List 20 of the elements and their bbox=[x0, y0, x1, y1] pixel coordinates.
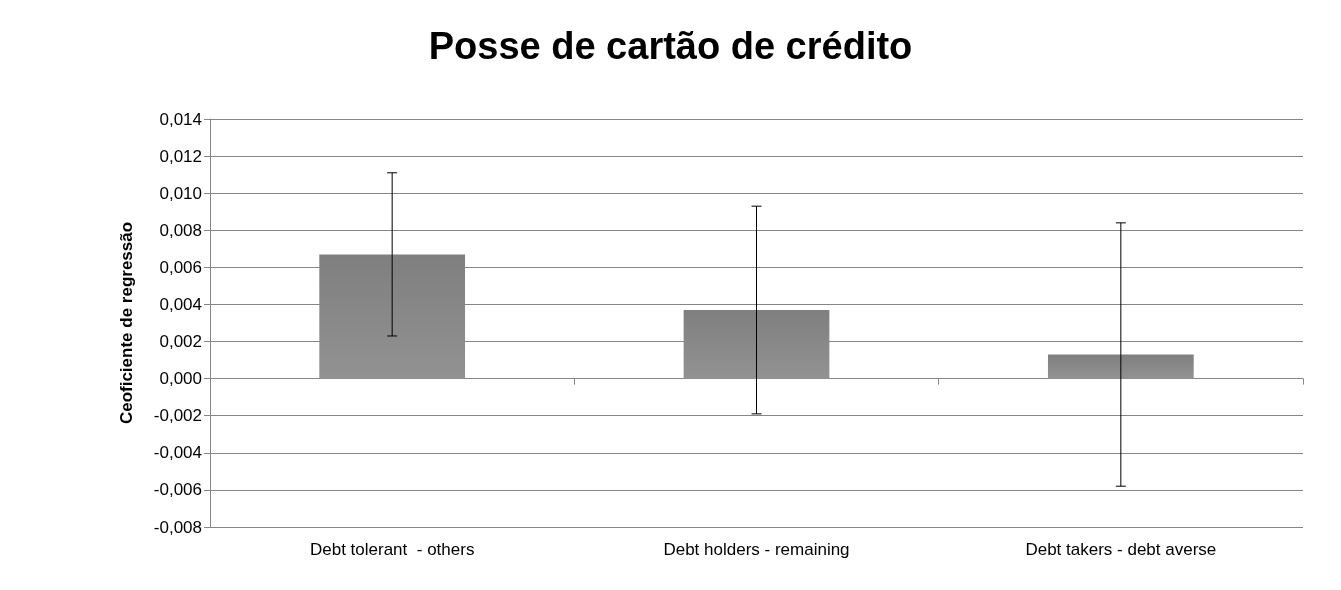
y-tick-label: 0,008 bbox=[159, 220, 202, 240]
x-tick-label: Debt holders - remaining bbox=[663, 540, 850, 559]
y-tick-label: -0,002 bbox=[153, 406, 202, 426]
y-tick-label: 0,002 bbox=[159, 332, 202, 352]
y-tick-label: 0,000 bbox=[159, 369, 202, 389]
y-tick-label: 0,014 bbox=[159, 109, 202, 129]
y-tick-label: -0,004 bbox=[153, 443, 202, 463]
bar bbox=[683, 310, 830, 379]
y-axis-title: Ceoficiente de regressão bbox=[117, 221, 136, 425]
y-tick-label: 0,012 bbox=[159, 146, 202, 166]
y-tick-label: 0,004 bbox=[159, 294, 202, 314]
y-tick-label: -0,008 bbox=[153, 517, 202, 537]
bar bbox=[1047, 354, 1194, 379]
y-tick-label: 0,006 bbox=[159, 257, 202, 277]
x-tick-label: Debt takers - debt averse bbox=[1025, 540, 1217, 559]
chart-title: Posse de cartão de crédito bbox=[428, 25, 913, 67]
y-tick-label: -0,006 bbox=[153, 480, 202, 500]
y-tick-label: 0,010 bbox=[159, 183, 202, 203]
x-tick-label: Debt tolerant - others bbox=[309, 540, 475, 559]
bar bbox=[319, 254, 466, 379]
